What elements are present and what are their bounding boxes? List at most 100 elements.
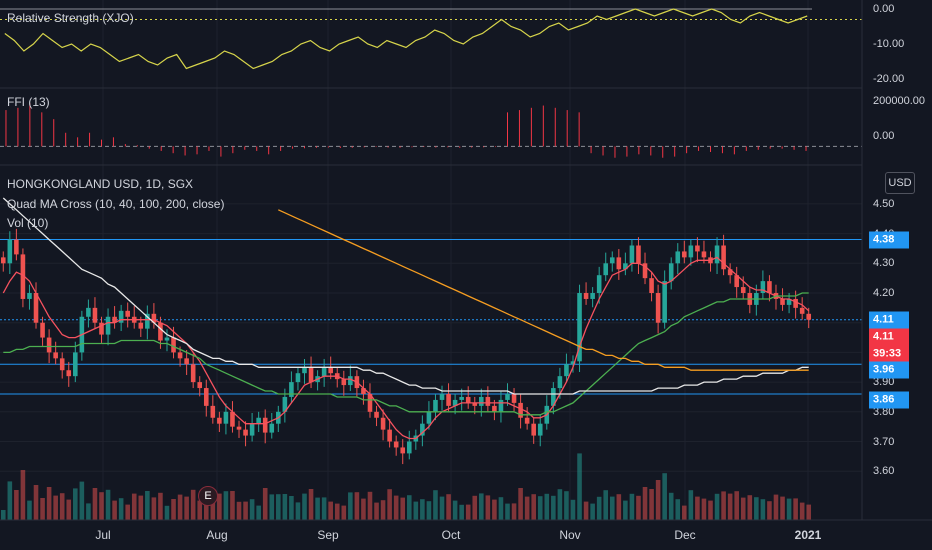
- volume-bar: [780, 496, 785, 520]
- candle-body: [145, 313, 150, 329]
- volume-bar: [92, 488, 98, 520]
- candle-body: [66, 370, 72, 377]
- candle-body: [348, 376, 353, 386]
- volume-bar: [557, 489, 563, 520]
- volume-bar: [721, 491, 726, 520]
- volume-bar: [747, 495, 753, 520]
- volume-bar: [760, 499, 766, 520]
- candle-body: [14, 239, 19, 255]
- volume-bar: [642, 487, 648, 520]
- volume-bar: [341, 505, 347, 520]
- candle-body: [668, 263, 674, 282]
- rs-tick: 0.00: [873, 3, 895, 15]
- volume-bar: [243, 501, 248, 520]
- volume-bar: [184, 496, 189, 520]
- candle-body: [328, 367, 333, 374]
- volume-bar: [662, 473, 667, 520]
- candle-body: [583, 293, 589, 299]
- candle-body: [806, 313, 812, 320]
- volume-bar: [7, 481, 13, 520]
- candle-body: [452, 399, 458, 406]
- volume-label[interactable]: Vol (10): [7, 216, 49, 230]
- volume-bar: [623, 500, 628, 520]
- volume-bar: [315, 497, 320, 520]
- candle-body: [243, 429, 248, 436]
- volume-bar: [668, 492, 674, 520]
- volume-bar: [734, 491, 739, 520]
- symbol-title[interactable]: HONGKONGLAND USD, 1D, SGX: [7, 177, 194, 191]
- volume-bar: [374, 502, 379, 520]
- candle-body: [590, 293, 595, 299]
- volume-bar: [675, 499, 681, 520]
- price-tick: 4.30: [873, 257, 895, 270]
- volume-bar: [59, 493, 65, 520]
- volume-bar: [695, 496, 700, 520]
- volume-bar: [682, 505, 687, 520]
- x-tick: Dec: [674, 528, 696, 542]
- volume-bar: [786, 498, 792, 520]
- candle-body: [40, 322, 45, 338]
- price-badge: 4.11: [869, 328, 909, 346]
- volume-bar: [99, 492, 104, 520]
- candle-body: [740, 287, 746, 294]
- ffi-title: FFI (13): [7, 95, 50, 109]
- ffi-tick: 0.00: [873, 130, 895, 142]
- volume-bar: [197, 500, 203, 520]
- volume-bar: [446, 494, 451, 520]
- candle-body: [203, 388, 209, 406]
- candle-body: [439, 393, 445, 400]
- ma-line-200: [278, 209, 809, 371]
- rs-line: [4, 8, 808, 70]
- volume-bar: [177, 494, 183, 520]
- candle-body: [230, 411, 235, 427]
- price-badge: 3.96: [869, 361, 909, 379]
- candle-body: [105, 316, 111, 335]
- candle-body: [472, 402, 478, 406]
- candle-body: [46, 337, 52, 353]
- candle-body: [302, 367, 307, 374]
- volume-bar: [387, 489, 392, 520]
- candle-body: [223, 411, 229, 424]
- x-tick: Oct: [441, 528, 461, 542]
- candle-body: [577, 293, 582, 362]
- candle-body: [53, 352, 58, 359]
- candle-body: [73, 352, 78, 377]
- volume-bar: [321, 497, 327, 520]
- candle-body: [531, 423, 536, 436]
- candle-body: [86, 307, 91, 317]
- candle-body: [695, 245, 700, 252]
- volume-bar: [400, 497, 406, 520]
- volume-bar: [145, 491, 150, 520]
- volume-bar: [636, 495, 641, 520]
- volume-bar: [289, 496, 294, 520]
- volume-bar: [118, 498, 124, 520]
- volume-bar: [799, 502, 805, 520]
- volume-bar: [583, 501, 589, 520]
- candle-body: [151, 313, 157, 323]
- volume-bar: [531, 494, 536, 520]
- volume-bar: [79, 481, 85, 520]
- rs-tick: -20.00: [873, 73, 905, 85]
- earnings-marker[interactable]: E: [198, 486, 218, 506]
- volume-bar: [151, 497, 157, 520]
- candle-body: [217, 417, 222, 424]
- candle-body: [609, 257, 615, 264]
- candle-body: [799, 307, 805, 314]
- currency-button[interactable]: USD: [885, 172, 915, 194]
- volume-bar: [793, 498, 798, 520]
- volume-bar: [73, 488, 78, 520]
- volume-bar: [0, 510, 6, 520]
- volume-bar: [53, 495, 58, 520]
- candle-body: [426, 411, 432, 424]
- candle-body: [662, 281, 667, 323]
- candle-body: [433, 399, 438, 412]
- candle-body: [197, 382, 203, 389]
- candle-body: [27, 293, 32, 299]
- candle-body: [557, 376, 563, 389]
- quad-ma-label[interactable]: Quad MA Cross (10, 40, 100, 200, close): [7, 197, 225, 211]
- volume-bar: [125, 504, 130, 520]
- volume-bar: [511, 503, 517, 520]
- candle-body: [158, 322, 163, 341]
- volume-bar: [33, 485, 39, 520]
